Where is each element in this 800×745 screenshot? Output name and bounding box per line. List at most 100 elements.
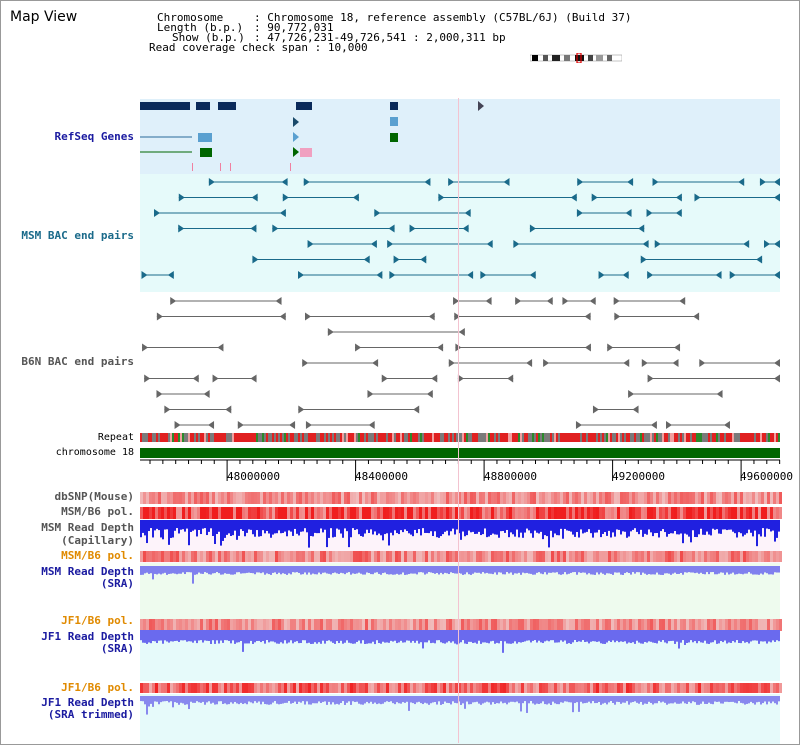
repeat-segment [566,433,568,442]
repeat-segment [708,433,710,442]
b6n-bac-label[interactable]: B6N BAC end pairs [21,355,134,368]
heat-cell [602,492,605,504]
repeat-segment [654,433,656,442]
repeat-segment [576,433,578,442]
heat-cell [488,619,491,631]
heat-cell [578,507,581,519]
depth-bar [540,520,542,532]
repeat-segment [494,433,496,442]
heat-cell [215,507,218,519]
heat-cell [497,551,500,562]
heat-cell [623,619,626,631]
depth-bar [590,696,592,704]
repeat-segment [672,433,674,442]
heat-cell [254,683,257,693]
depth-bar [486,566,488,573]
msm-read-depth-cap-label[interactable]: MSM Read Depth [41,521,134,534]
depth-bar [470,696,472,705]
depth-bar [172,696,174,708]
gene-block [140,102,190,110]
depth-bar [480,520,482,536]
depth-bar [192,696,194,703]
repeat-segment [196,433,198,442]
depth-bar [290,630,292,641]
repeat-segment [210,433,212,442]
repeat-segment [462,433,464,442]
depth-bar [242,520,244,532]
msm-bac-label[interactable]: MSM BAC end pairs [21,229,134,242]
heat-cell [344,492,347,504]
msm-b6-pol-label-2[interactable]: MSM/B6 pol. [61,549,134,562]
depth-bar [300,696,302,703]
depth-bar [404,696,406,703]
heat-cell [203,551,206,562]
depth-bar [222,696,224,704]
repeat-segment [350,433,352,442]
heat-cell [719,683,722,693]
repeat-segment [758,433,760,442]
jf1-read-depth-trim-label[interactable]: JF1 Read Depth [41,696,134,709]
jf1-b6-pol-label-2[interactable]: JF1/B6 pol. [61,681,134,694]
bac-end-marker [699,359,706,367]
msm-b6-pol-label[interactable]: MSM/B6 pol. [61,505,134,518]
heat-cell [773,507,776,519]
depth-bar [680,630,682,643]
heat-cell [623,507,626,519]
heat-cell [419,551,422,562]
heat-cell [428,683,431,693]
heat-cell [407,619,410,631]
depth-bar [176,520,178,529]
msm-read-depth-sra-label[interactable]: MSM Read Depth [41,565,134,578]
dbsnp-label[interactable]: dbSNP(Mouse) [54,490,134,503]
depth-bar [644,630,646,642]
heat-cell [413,507,416,519]
heat-cell [620,683,623,693]
bac-end-marker [623,359,630,367]
depth-bar [244,566,246,574]
repeat-segment [540,433,542,442]
heat-cell [509,551,512,562]
heat-cell [338,619,341,631]
depth-bar [420,566,422,573]
bac-end-marker [592,405,599,414]
refseq-genes-label[interactable]: RefSeq Genes [54,130,134,143]
depth-bar [346,696,348,703]
depth-bar [488,630,490,644]
depth-bar [726,520,728,531]
jf1-b6-pol-label[interactable]: JF1/B6 pol. [61,614,134,627]
depth-bar [652,520,654,537]
depth-bar [566,566,568,575]
heat-cell [635,683,638,693]
heat-cell [233,492,236,504]
heat-cell [671,619,674,631]
heat-cell [263,619,266,631]
depth-bar [214,696,216,705]
depth-bar [546,520,548,537]
depth-bar [562,566,564,575]
repeat-segment [612,433,614,442]
bac-end-marker [576,209,583,217]
heat-cell [653,492,656,504]
heat-cell [506,507,509,519]
chromosome-ideogram[interactable] [530,53,622,63]
heat-cell [215,551,218,562]
heat-cell [749,551,752,562]
heat-cell [359,492,362,504]
depth-bar [210,566,212,575]
repeat-segment [340,433,342,442]
jf1-read-depth-sra-label[interactable]: JF1 Read Depth [41,630,134,643]
heat-cell [248,492,251,504]
bac-end-marker [774,178,780,186]
depth-bar [742,696,744,704]
heat-cell [329,683,332,693]
repeat-label[interactable]: Repeat [97,432,134,443]
heat-cell [653,683,656,693]
repeat-segment [478,433,480,442]
repeat-segment [244,433,246,442]
depth-bar [764,520,766,537]
depth-bar [410,630,412,643]
bac-end-marker [641,359,648,367]
heat-cell [458,683,461,693]
depth-bar [334,520,336,537]
